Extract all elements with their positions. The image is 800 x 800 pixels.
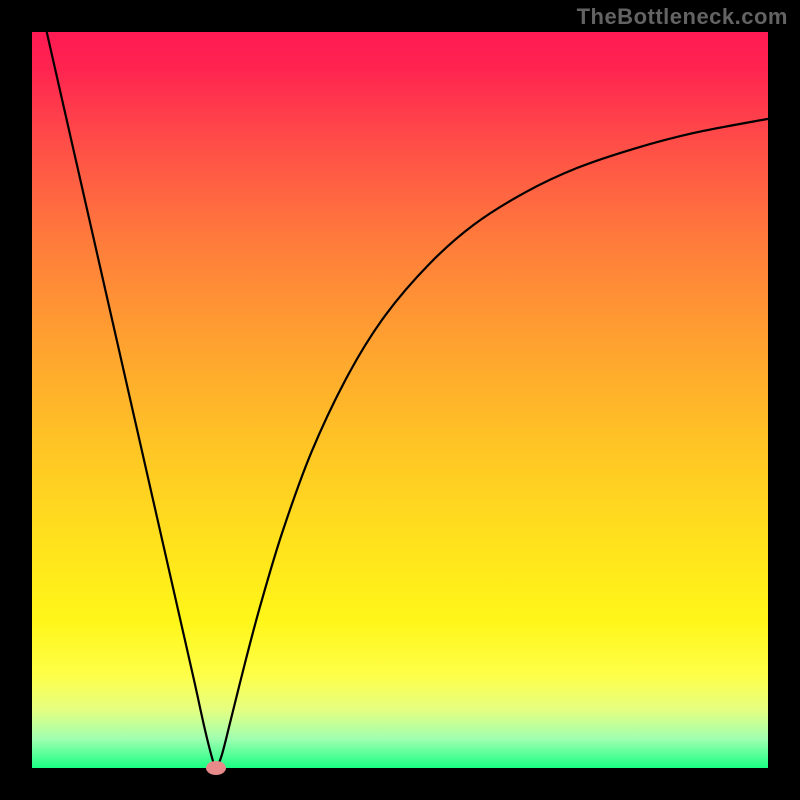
data-point-marker	[206, 761, 226, 775]
chart-container: TheBottleneck.com	[0, 0, 800, 800]
watermark-text: TheBottleneck.com	[577, 4, 788, 30]
chart-svg	[32, 32, 768, 768]
plot-area	[32, 32, 768, 768]
